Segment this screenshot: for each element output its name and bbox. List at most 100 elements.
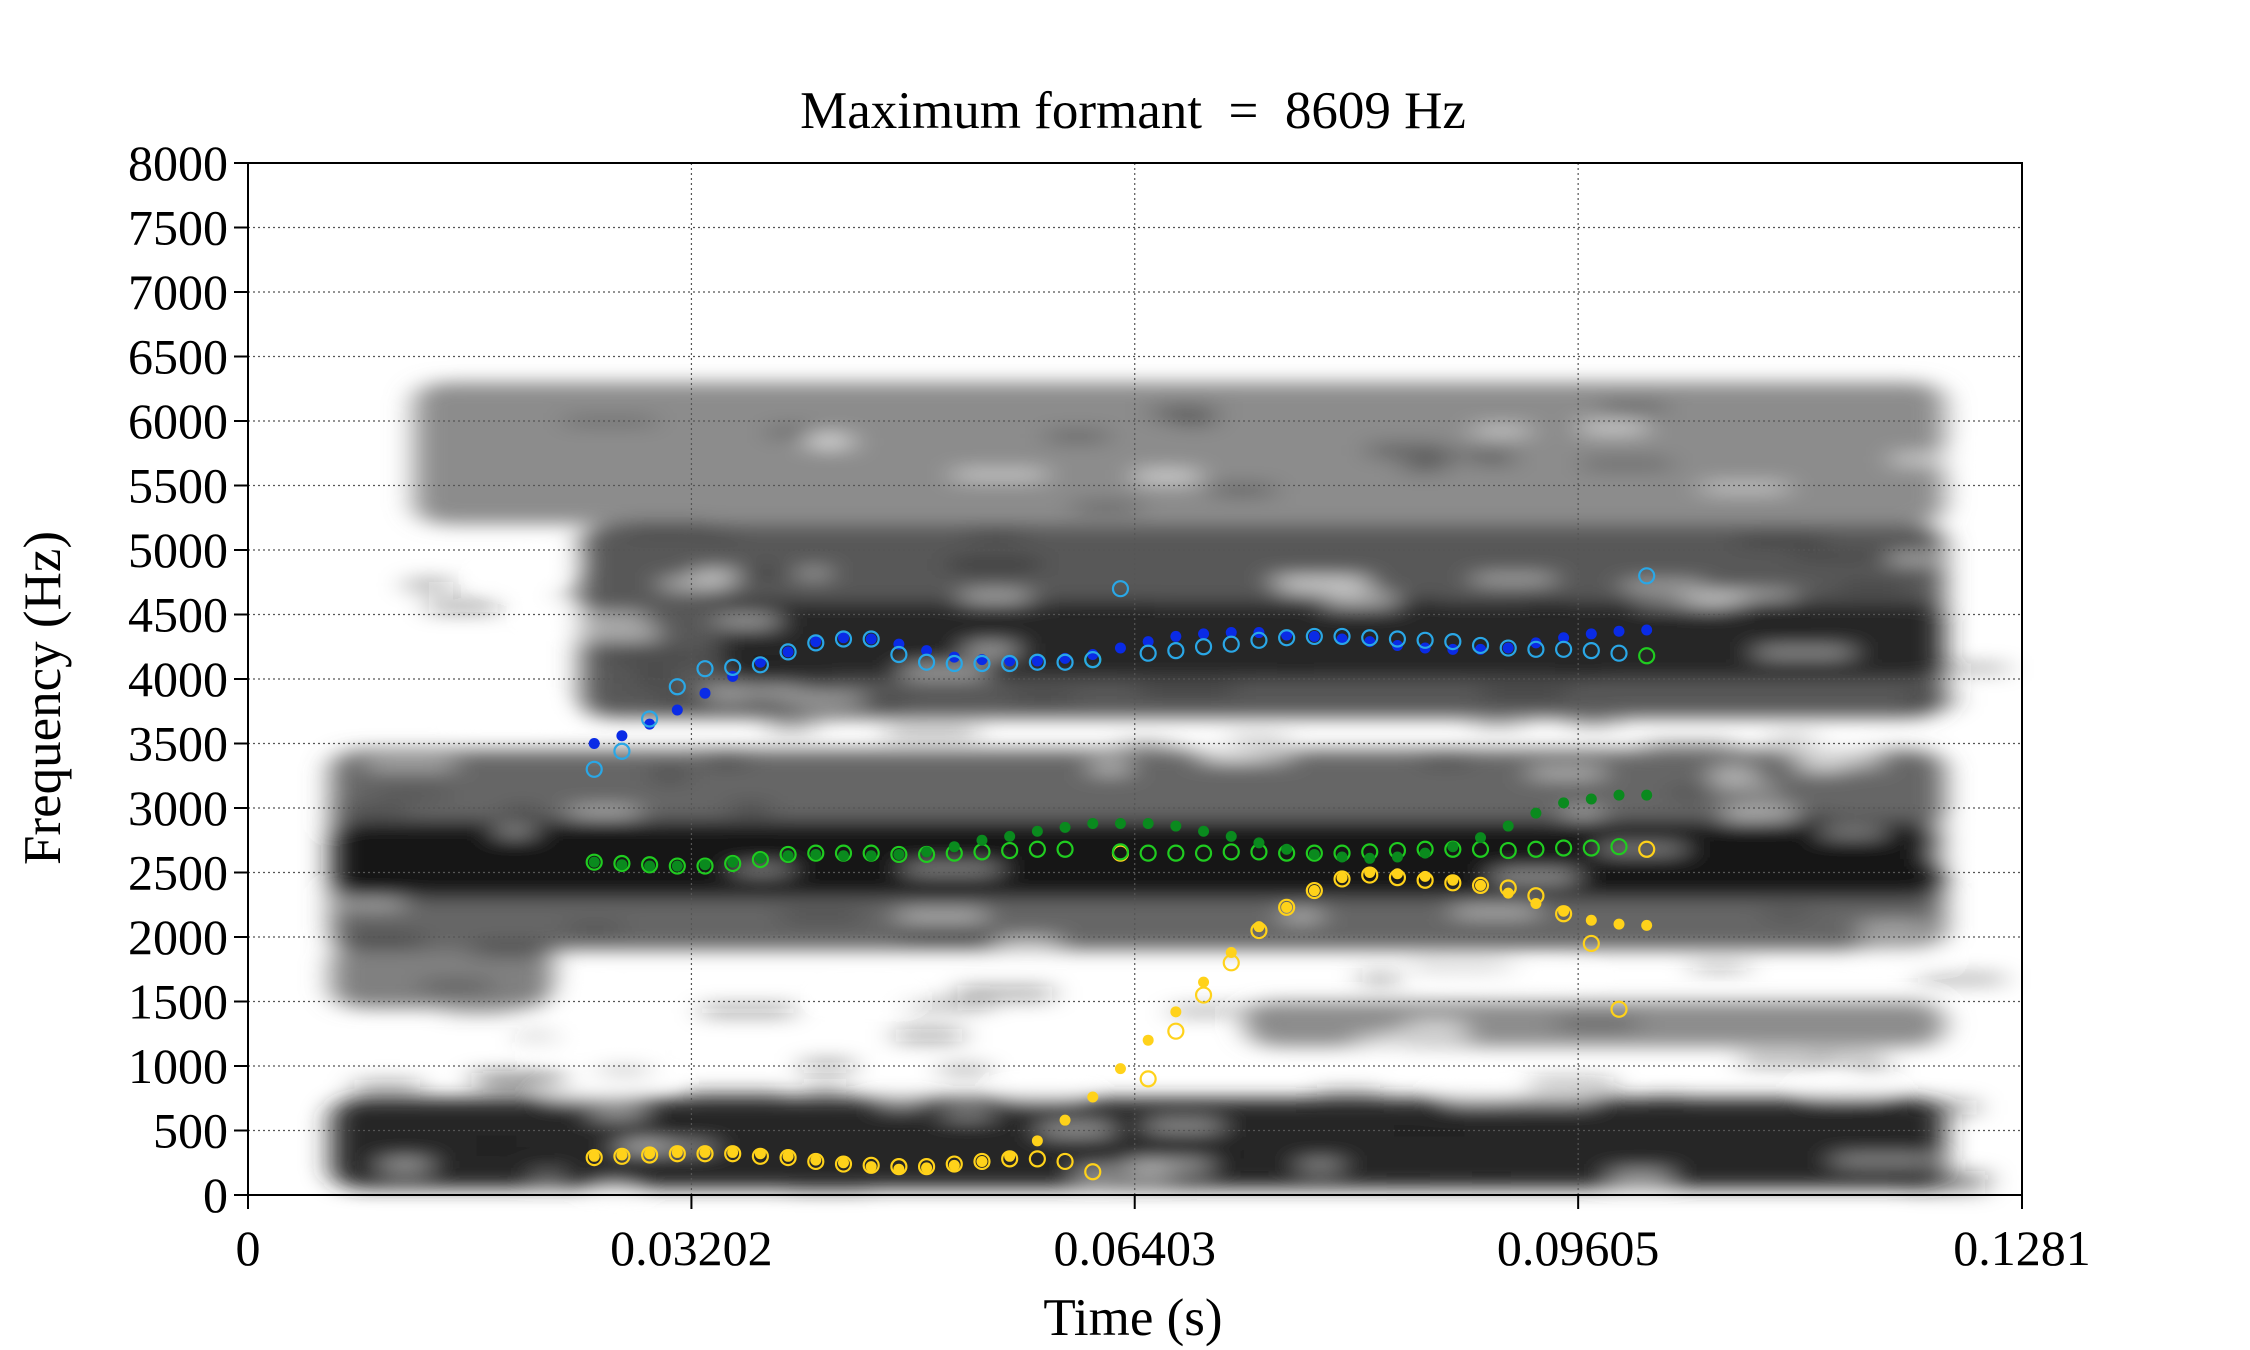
formant-point	[1558, 632, 1570, 644]
spectrogram-texture	[1754, 614, 1811, 626]
spectrogram-texture	[406, 578, 453, 592]
formant-point	[834, 1155, 853, 1173]
spectrogram-texture	[335, 804, 407, 815]
formant-point	[782, 1150, 794, 1162]
formant-point	[837, 632, 849, 644]
spectrogram-texture	[476, 1144, 555, 1158]
spectrogram-texture	[788, 1182, 870, 1193]
formant-point	[616, 859, 628, 871]
spectrogram-band-7	[414, 382, 1945, 525]
spectrogram-texture	[941, 1065, 989, 1076]
spectrogram-texture	[377, 791, 447, 800]
formant-point	[782, 850, 794, 862]
y-tick-label: 5500	[128, 458, 228, 514]
formant-point	[973, 654, 991, 673]
spectrogram-texture	[1509, 1096, 1595, 1106]
formant-point	[1167, 642, 1185, 660]
formant-point	[1028, 653, 1046, 671]
formant-point	[1087, 1091, 1099, 1103]
spectrogram-texture	[1599, 844, 1684, 854]
formant-point	[699, 859, 711, 871]
formant-point	[1001, 654, 1019, 673]
formant-point	[1028, 1150, 1046, 1168]
formant-point	[1031, 655, 1043, 667]
formant-point	[751, 1147, 769, 1165]
formant-point	[1527, 887, 1545, 905]
spectrogram-texture	[1838, 581, 1906, 593]
formant-point	[1471, 636, 1490, 655]
formant-point	[1502, 820, 1514, 832]
formant-point	[948, 1159, 960, 1171]
formant-point	[1333, 627, 1351, 646]
spectrogram-texture	[706, 751, 748, 766]
formant-series-3	[588, 789, 1653, 872]
spectrogram-texture	[571, 807, 638, 817]
formant-point	[890, 845, 908, 864]
spectrogram-texture	[1277, 662, 1314, 671]
y-tick-label: 4500	[128, 587, 228, 643]
spectrogram-texture	[906, 864, 998, 875]
formant-point	[976, 1155, 988, 1167]
formant-point	[1558, 797, 1570, 809]
formant-point	[1305, 844, 1323, 862]
spectrogram-texture	[1472, 1171, 1511, 1183]
formant-point	[641, 1146, 659, 1164]
formant-point	[644, 860, 656, 872]
spectrogram-texture	[1402, 458, 1448, 474]
spectrogram-texture	[949, 557, 1044, 567]
spectrogram-texture	[547, 1088, 635, 1103]
formant-point	[1139, 644, 1157, 662]
chart-title: Maximum formant = 8609 Hz	[800, 82, 1466, 140]
spectrogram-texture	[1415, 961, 1515, 973]
formant-point	[1638, 840, 1656, 858]
spectrogram-texture	[1355, 1033, 1403, 1050]
formant-point	[1139, 844, 1157, 862]
y-tick-label: 1500	[128, 974, 228, 1030]
formant-point	[1610, 644, 1628, 662]
formant-point	[1582, 839, 1600, 857]
formant-point	[921, 846, 933, 858]
formant-point	[945, 654, 963, 673]
spectrogram-texture	[898, 909, 986, 923]
formant-point	[807, 634, 825, 652]
formant-point	[1613, 625, 1625, 637]
spectrogram-texture	[962, 591, 1028, 603]
y-tick-label: 4000	[128, 651, 228, 707]
spectrogram-texture	[1738, 534, 1824, 546]
formant-point	[1139, 1070, 1157, 1088]
spectrogram-texture	[1152, 404, 1216, 421]
spectrogram-texture	[1909, 692, 1957, 708]
formant-point	[1004, 655, 1016, 667]
formant-point	[1278, 898, 1296, 916]
grid-lines	[248, 163, 2022, 1195]
formant-point	[1004, 1150, 1016, 1162]
spectrogram-texture	[1741, 1050, 1831, 1067]
formant-point	[1250, 631, 1268, 649]
spectrogram-texture	[507, 805, 538, 820]
formant-point	[1305, 627, 1323, 646]
formant-point	[588, 856, 600, 868]
spectrogram-texture	[1930, 845, 2002, 861]
spectrogram-texture	[1889, 553, 1936, 565]
formant-point	[699, 1146, 711, 1158]
spectrogram-background	[331, 382, 2007, 1194]
spectrogram-texture	[1861, 922, 1931, 937]
formant-point	[782, 646, 794, 658]
spectrogram-texture	[1282, 579, 1371, 595]
formant-point	[1336, 851, 1348, 863]
formant-point	[1028, 840, 1046, 858]
formant-point	[1641, 919, 1653, 931]
spectrogram-texture	[562, 990, 611, 1006]
formant-point	[1056, 840, 1074, 858]
formant-point	[921, 645, 933, 657]
spectrogram-texture	[1564, 808, 1601, 818]
formant-point	[1364, 852, 1376, 864]
spectrogram-texture	[659, 694, 712, 706]
spectrogram-texture	[1918, 973, 2004, 985]
spectrogram-texture	[1128, 1141, 1193, 1150]
formant-point	[671, 860, 683, 872]
formant-point	[976, 834, 988, 846]
formant-point	[1250, 921, 1268, 940]
formant-point	[1170, 1006, 1182, 1018]
